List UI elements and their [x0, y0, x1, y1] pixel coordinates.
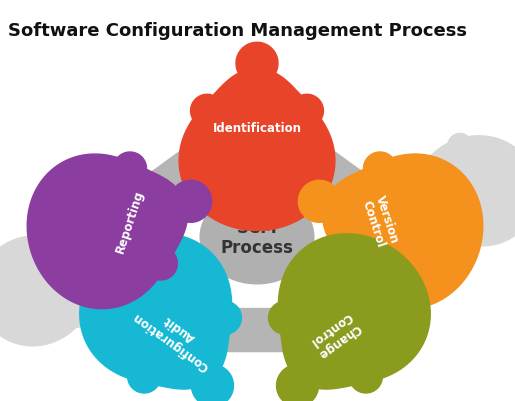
- Polygon shape: [209, 302, 242, 334]
- Polygon shape: [192, 365, 233, 401]
- Polygon shape: [290, 95, 323, 128]
- Polygon shape: [27, 155, 187, 309]
- Polygon shape: [364, 153, 397, 186]
- Polygon shape: [236, 43, 278, 85]
- Text: Reporting: Reporting: [114, 188, 146, 255]
- Polygon shape: [0, 236, 95, 346]
- Polygon shape: [169, 181, 212, 223]
- Polygon shape: [128, 360, 161, 393]
- Polygon shape: [425, 204, 450, 228]
- Polygon shape: [279, 234, 430, 389]
- Polygon shape: [333, 247, 366, 280]
- Polygon shape: [298, 181, 340, 223]
- Ellipse shape: [199, 190, 315, 285]
- Polygon shape: [277, 365, 319, 401]
- Polygon shape: [349, 360, 382, 393]
- Polygon shape: [65, 303, 90, 328]
- Polygon shape: [269, 302, 302, 334]
- Polygon shape: [144, 247, 177, 280]
- Polygon shape: [322, 155, 483, 309]
- Text: Change
Control: Change Control: [306, 308, 364, 360]
- Text: Identification: Identification: [213, 121, 301, 134]
- Polygon shape: [84, 255, 115, 285]
- Text: Software Configuration Management Process: Software Configuration Management Proces…: [8, 22, 467, 40]
- Polygon shape: [43, 234, 67, 258]
- Polygon shape: [448, 134, 472, 158]
- Polygon shape: [420, 136, 515, 246]
- Polygon shape: [113, 153, 146, 186]
- Polygon shape: [80, 234, 232, 389]
- Text: Configuration
Audit: Configuration Audit: [130, 296, 220, 372]
- Polygon shape: [400, 155, 431, 186]
- Polygon shape: [179, 69, 335, 231]
- Polygon shape: [191, 95, 224, 128]
- Text: Version
Control: Version Control: [359, 194, 401, 249]
- Text: SCM
Process: SCM Process: [220, 218, 294, 257]
